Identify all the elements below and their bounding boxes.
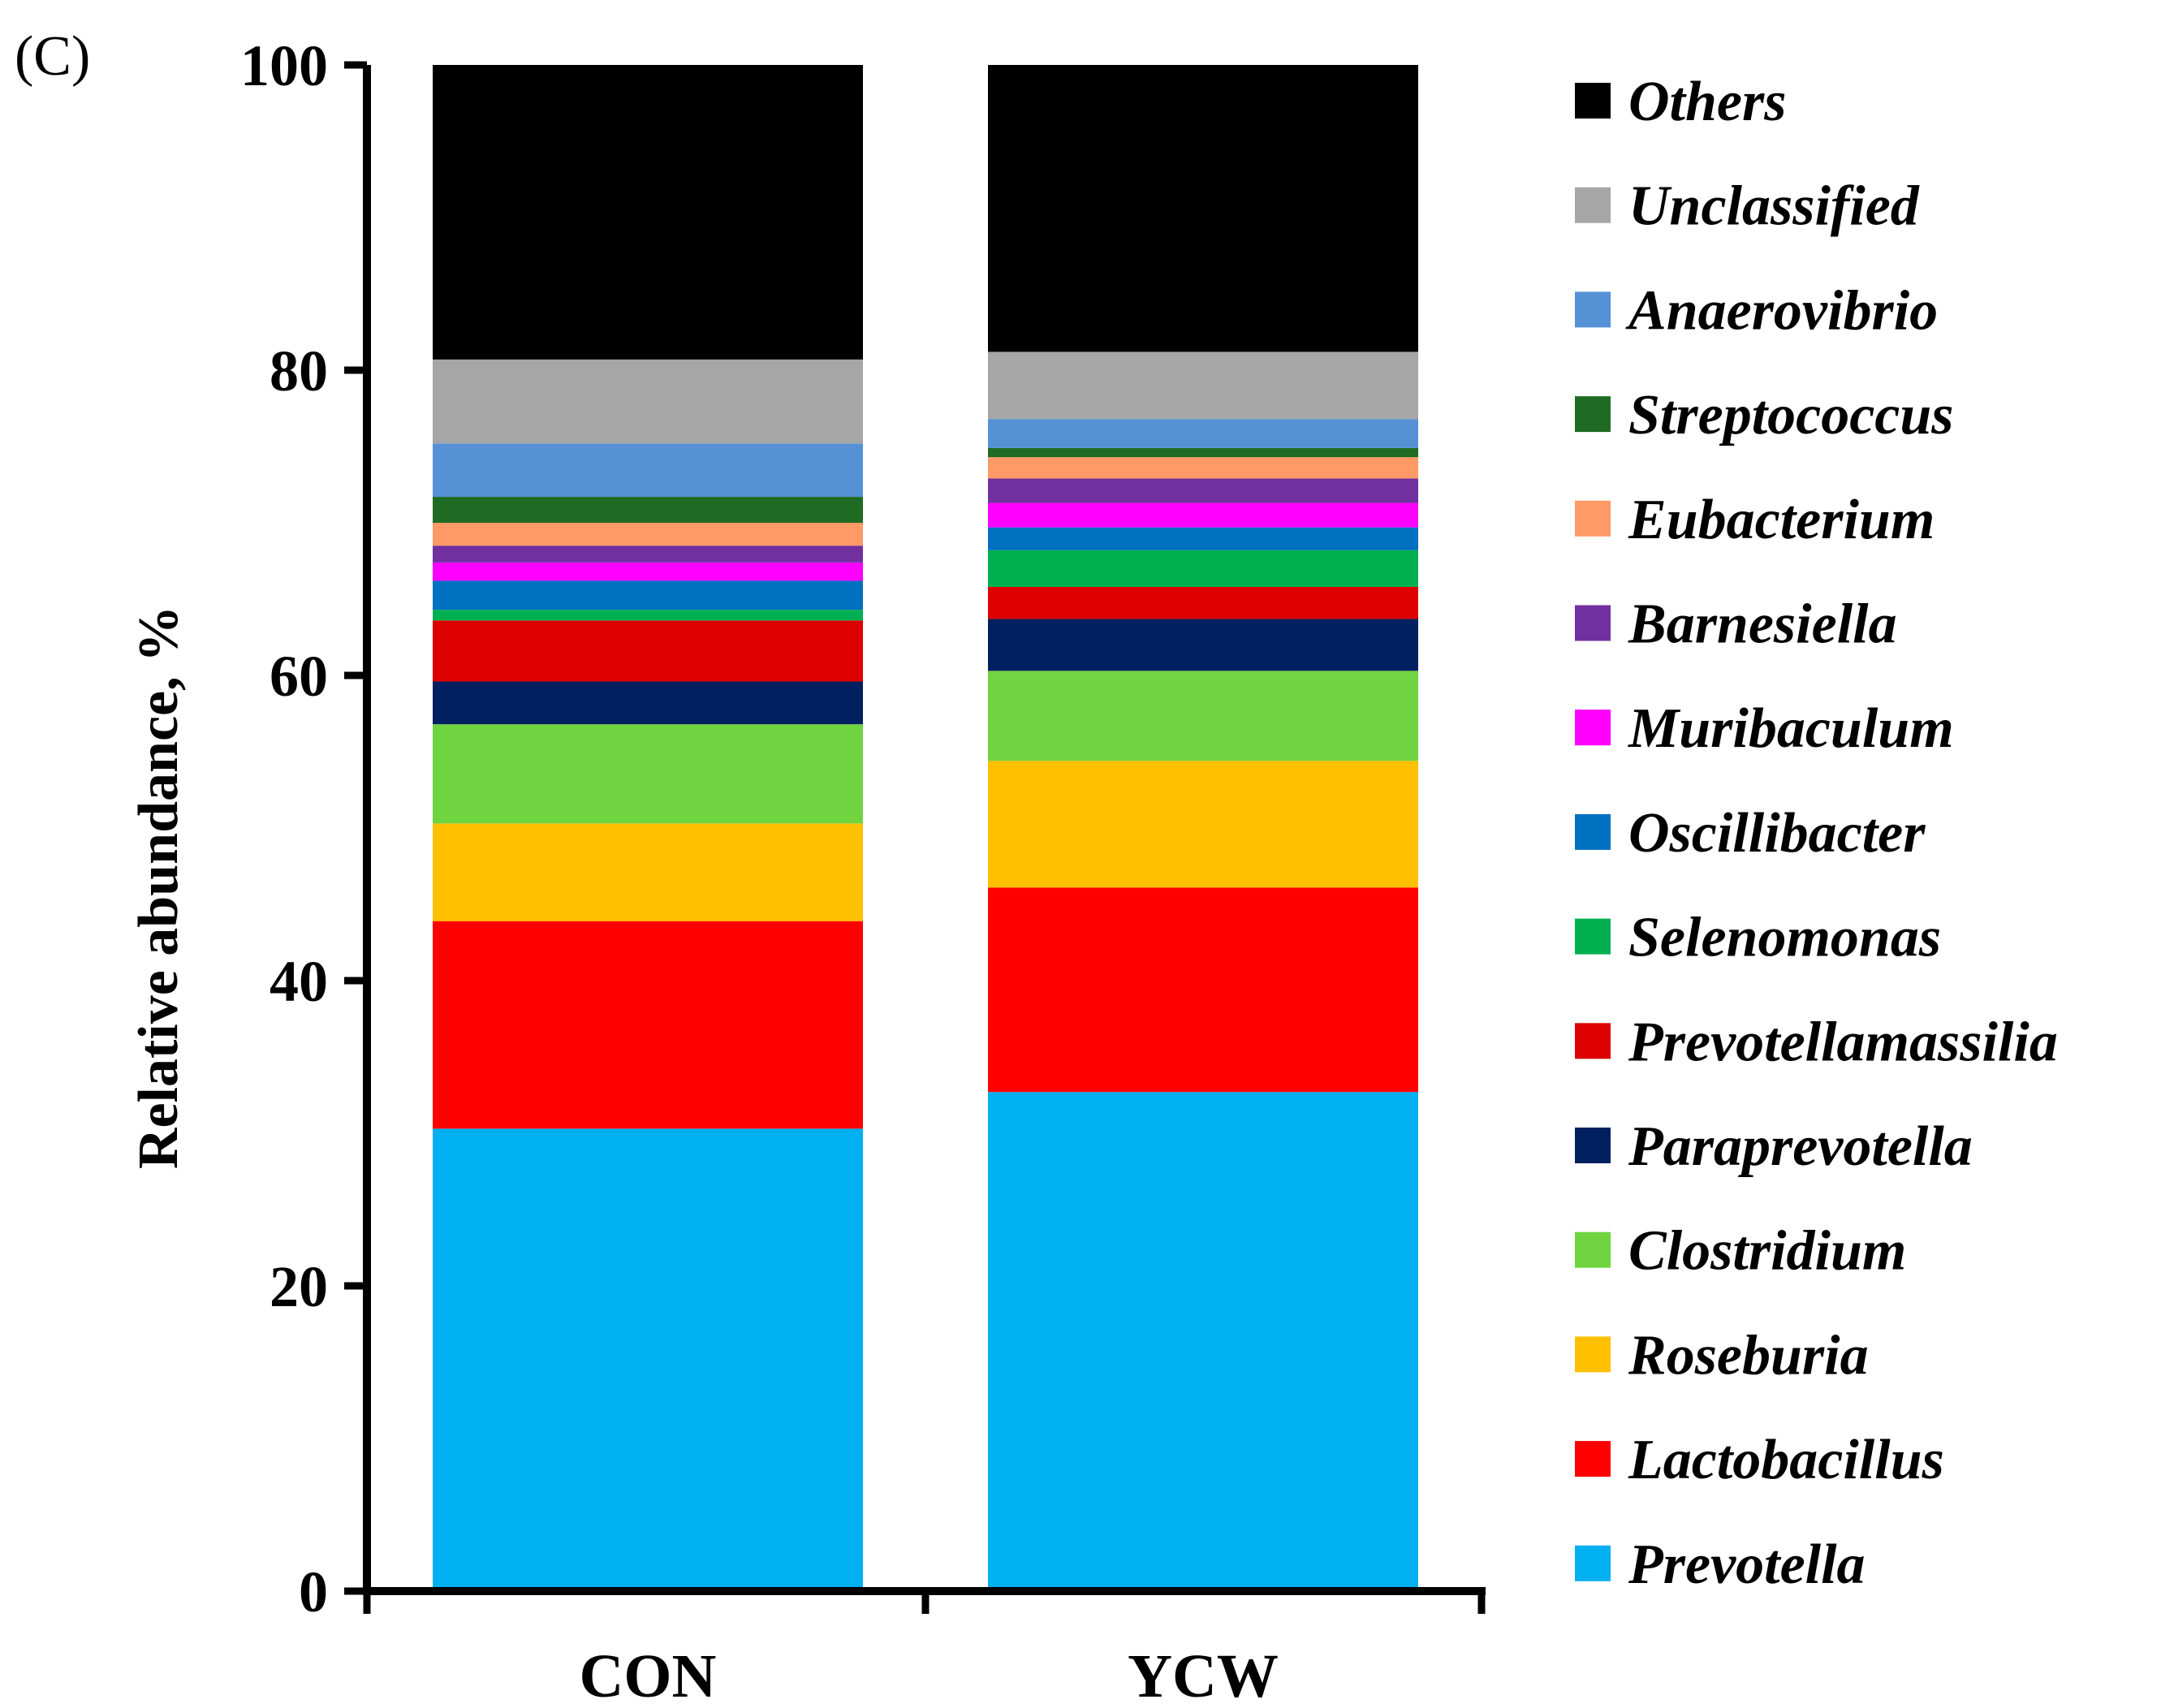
y-tick-label-100: 100 — [240, 33, 328, 98]
y-tick-label-0: 0 — [299, 1559, 328, 1624]
legend-label-oscillibacter: Oscillibacter — [1628, 802, 1926, 865]
panel-label: (C) — [15, 25, 90, 88]
legend-swatch-barnesiella — [1575, 605, 1611, 641]
legend-swatch-selenomonas — [1575, 918, 1611, 955]
bar-segment-ycw-prevotella — [988, 1092, 1418, 1591]
legend-label-prevotellamassilia: Prevotellamassilia — [1628, 1011, 2058, 1073]
legend-swatch-unclassified — [1575, 187, 1611, 223]
legend-swatch-muribaculum — [1575, 710, 1611, 746]
bar-segment-ycw-anaerovibrio — [988, 419, 1418, 448]
legend-swatch-anaerovibrio — [1575, 291, 1611, 328]
bar-segment-ycw-oscillibacter — [988, 527, 1418, 550]
legend-label-others: Others — [1628, 71, 1786, 133]
bar-segment-ycw-selenomonas — [988, 550, 1418, 587]
bar-segment-con-roseburia — [433, 823, 863, 921]
y-tick-label-60: 60 — [270, 644, 328, 709]
legend-label-streptococcus: Streptococcus — [1628, 384, 1954, 446]
legend-swatch-clostridium — [1575, 1231, 1611, 1268]
legend-swatch-oscillibacter — [1575, 813, 1611, 850]
bar-segment-con-others — [433, 65, 863, 360]
legend-label-selenomonas: Selenomonas — [1628, 907, 1941, 969]
bar-segment-ycw-roseburia — [988, 761, 1418, 888]
bars-group — [433, 65, 1418, 1591]
legend-label-prevotella: Prevotella — [1628, 1533, 1866, 1596]
bar-segment-ycw-lactobacillus — [988, 887, 1418, 1093]
legend-label-paraprevotella: Paraprevotella — [1628, 1115, 1973, 1178]
bar-segment-ycw-others — [988, 65, 1418, 352]
legend-label-barnesiella: Barnesiella — [1628, 593, 1897, 656]
y-ticks-group: 0 20 40 60 80 100 — [240, 33, 367, 1624]
legend-label-roseburia: Roseburia — [1628, 1324, 1869, 1387]
legend-swatch-lactobacillus — [1575, 1441, 1611, 1477]
legend-label-muribaculum: Muribaculum — [1628, 697, 1954, 760]
bar-segment-con-selenomonas — [433, 610, 863, 621]
bar-segment-con-clostridium — [433, 724, 863, 824]
bar-segment-con-lactobacillus — [433, 921, 863, 1129]
legend-label-eubacterium: Eubacterium — [1628, 489, 1935, 551]
legend-label-anaerovibrio: Anaerovibrio — [1625, 279, 1938, 342]
legend-swatch-streptococcus — [1575, 396, 1611, 433]
y-tick-label-40: 40 — [270, 949, 328, 1014]
bar-segment-ycw-paraprevotella — [988, 619, 1418, 671]
x-categories-group: CON YCW — [580, 1642, 1279, 1708]
axes-group — [363, 65, 1486, 1614]
bar-segment-ycw-barnesiella — [988, 478, 1418, 503]
x-category-label-con: CON — [580, 1642, 717, 1708]
bar-segment-ycw-streptococcus — [988, 447, 1418, 458]
bar-segment-con-barnesiella — [433, 546, 863, 563]
y-tick-label-20: 20 — [270, 1254, 328, 1319]
bar-segment-con-muribaculum — [433, 562, 863, 581]
legend-swatch-roseburia — [1575, 1336, 1611, 1373]
bar-segment-con-anaerovibrio — [433, 443, 863, 498]
x-category-label-ycw: YCW — [1128, 1642, 1279, 1708]
bar-segment-con-prevotellamassilia — [433, 620, 863, 682]
bar-segment-con-eubacterium — [433, 523, 863, 546]
bar-segment-con-unclassified — [433, 359, 863, 444]
legend-swatch-eubacterium — [1575, 500, 1611, 537]
legend-swatch-prevotella — [1575, 1545, 1611, 1581]
bar-segment-ycw-unclassified — [988, 352, 1418, 420]
legend-swatch-prevotellamassilia — [1575, 1023, 1611, 1059]
legend-swatch-others — [1575, 83, 1611, 119]
bar-segment-ycw-eubacterium — [988, 457, 1418, 479]
legend: Others Unclassified Anaerovibrio Streptococ… — [1575, 71, 2058, 1596]
y-axis-title: Relative abundance, % — [127, 606, 190, 1169]
bar-segment-con-oscillibacter — [433, 580, 863, 610]
legend-label-clostridium: Clostridium — [1628, 1220, 1906, 1283]
legend-swatch-paraprevotella — [1575, 1128, 1611, 1163]
bar-segment-ycw-clostridium — [988, 671, 1418, 761]
bar-segment-con-streptococcus — [433, 497, 863, 523]
bar-segment-ycw-prevotellamassilia — [988, 586, 1418, 619]
bar-segment-con-paraprevotella — [433, 681, 863, 725]
legend-label-unclassified: Unclassified — [1628, 175, 1920, 238]
y-tick-label-80: 80 — [270, 339, 328, 403]
bar-segment-ycw-muribaculum — [988, 502, 1418, 528]
legend-label-lactobacillus: Lactobacillus — [1628, 1429, 1944, 1491]
bar-segment-con-prevotella — [433, 1128, 863, 1591]
